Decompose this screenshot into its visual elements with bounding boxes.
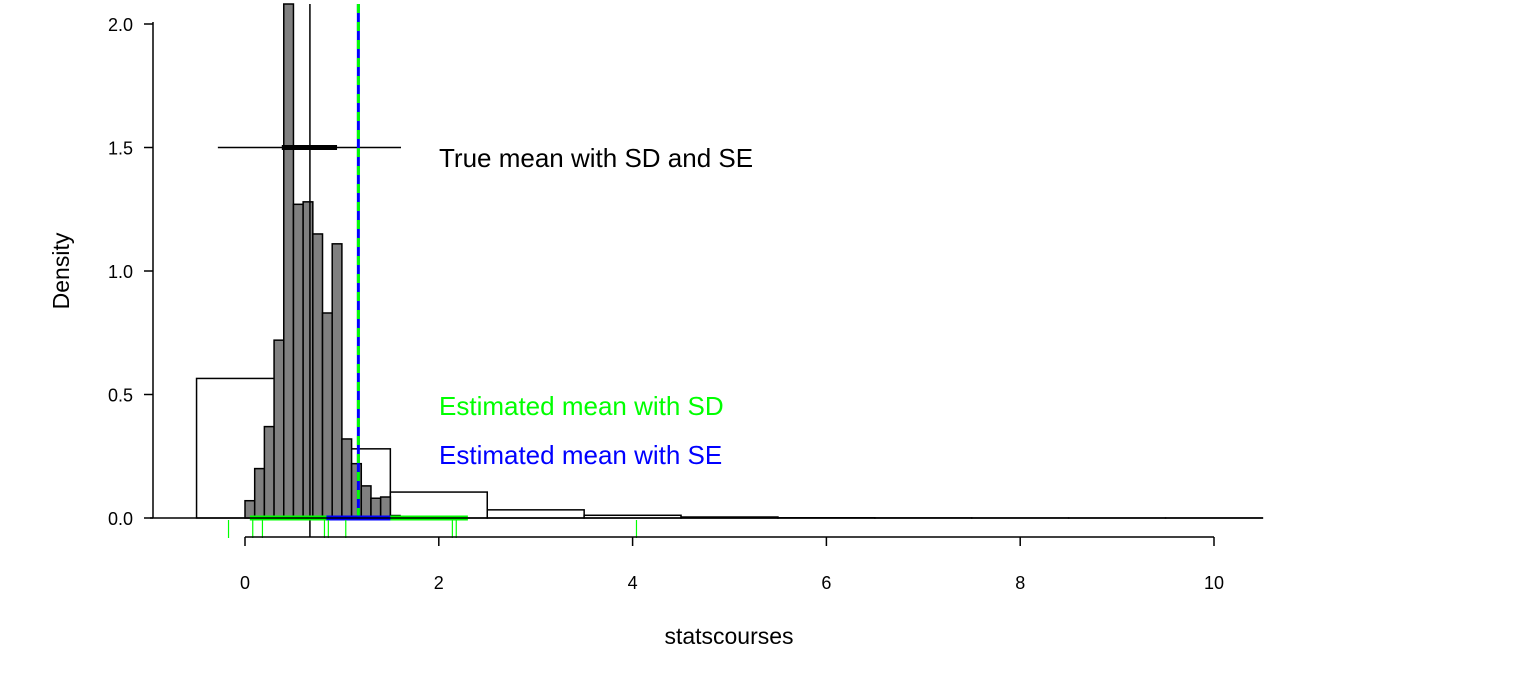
sampling-bar-12 [360, 485, 372, 519]
sampling-distribution-histogram [244, 3, 401, 519]
y-axis-label: Density [48, 232, 74, 309]
y-tick-label-4: 2.0 [108, 15, 133, 35]
sampling-bar-1 [253, 467, 266, 519]
annotation-estimated-se: Estimated mean with SE [439, 440, 722, 470]
sampling-bar-2 [263, 425, 275, 519]
y-tick-label-2: 1.0 [108, 262, 133, 282]
y-tick-label-3: 1.5 [108, 139, 133, 159]
sampling-bar-4 [283, 3, 295, 519]
sampling-bar-7 [312, 233, 324, 519]
sampling-bar-5 [292, 203, 304, 519]
sampling-bar-6 [302, 201, 314, 519]
x-tick-label-0: 0 [240, 573, 250, 593]
x-tick-label-2: 4 [628, 573, 638, 593]
sample-rug [227, 520, 638, 538]
annotation-true-mean: True mean with SD and SE [439, 143, 753, 173]
sampling-bar-8 [321, 312, 333, 519]
x-tick-label-1: 2 [434, 573, 444, 593]
x-tick-label-4: 8 [1015, 573, 1025, 593]
sampling-bar-13 [370, 497, 382, 519]
sampling-bar-3 [273, 339, 285, 519]
population-bar-2 [389, 491, 489, 519]
y-tick-label-1: 0.5 [108, 386, 133, 406]
y-tick-label-0: 0.0 [108, 509, 133, 529]
population-bar-3 [486, 509, 585, 519]
x-axis-label: statscourses [664, 623, 793, 649]
sampling-bar-10 [341, 438, 353, 519]
x-tick-label-5: 10 [1204, 573, 1224, 593]
axes: 0 2 4 6 8 10 0.0 0.5 1.0 1.5 2.0 [108, 15, 1263, 593]
sampling-bar-14 [379, 496, 392, 519]
annotation-estimated-sd: Estimated mean with SD [439, 391, 724, 421]
sampling-bar-9 [331, 243, 343, 519]
x-tick-label-3: 6 [821, 573, 831, 593]
sampling-bar-0 [244, 499, 256, 519]
